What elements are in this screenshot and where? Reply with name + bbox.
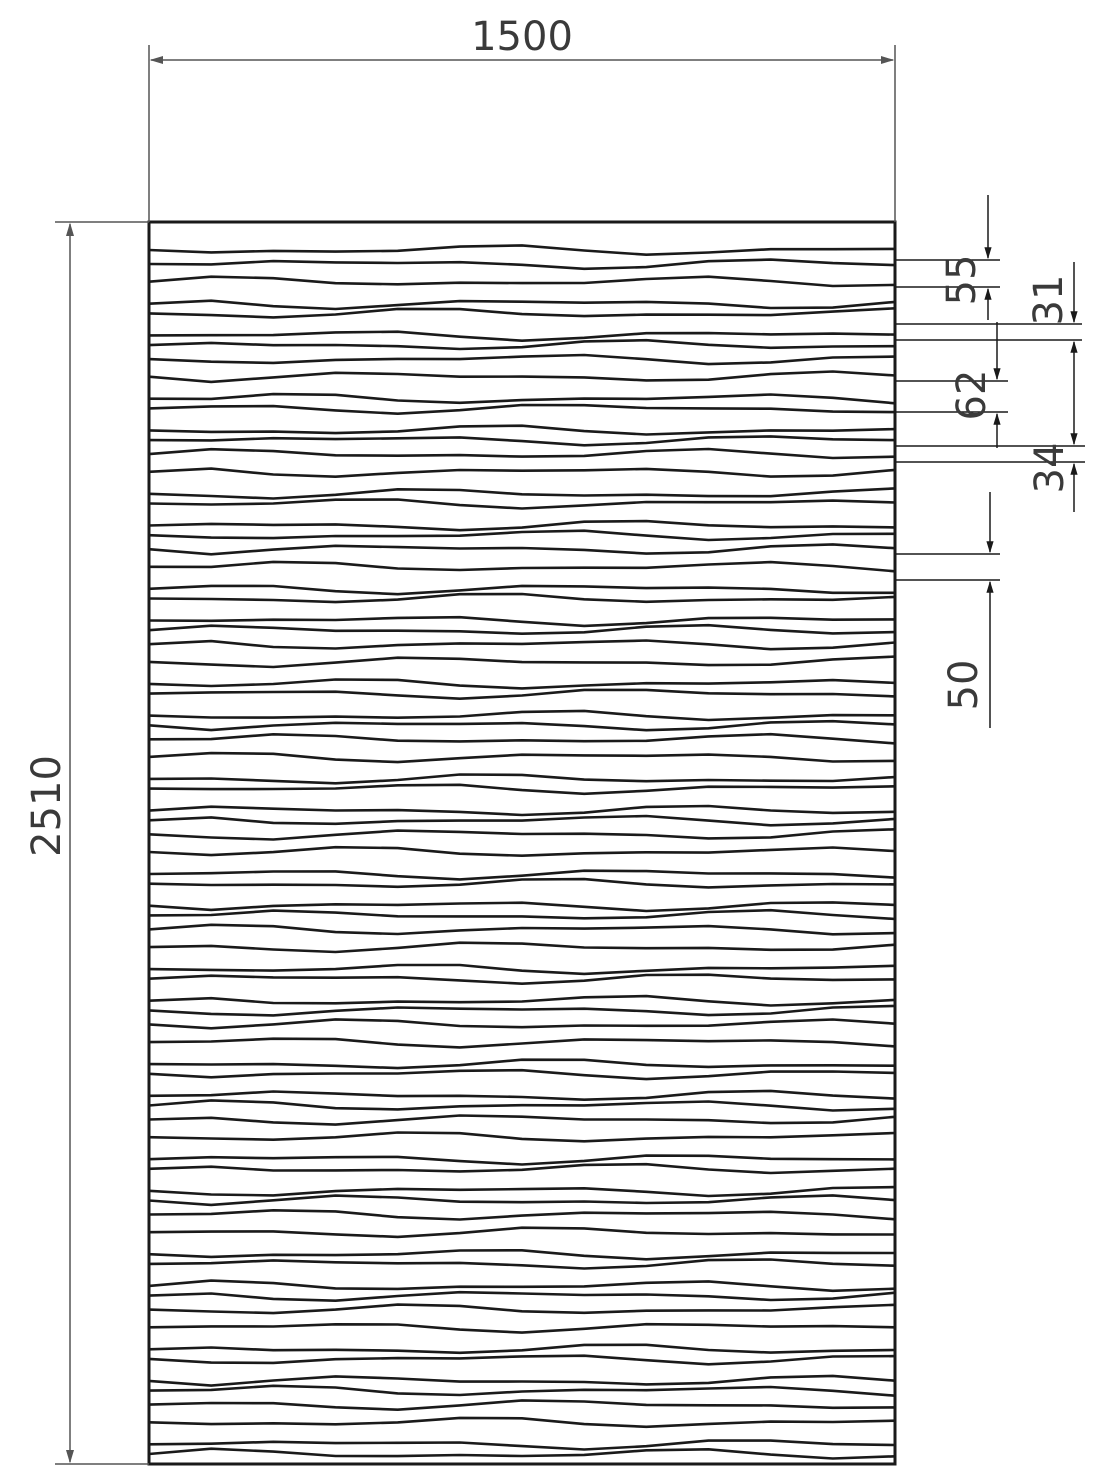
slat-edge-line — [148, 447, 896, 460]
slat-edge-line — [148, 773, 896, 785]
slat-edge-line — [148, 639, 896, 651]
slat-edge-line — [148, 244, 896, 256]
slat-edge-line — [148, 1279, 896, 1293]
slat-edge-line — [148, 1226, 896, 1239]
slat-edge-line — [148, 330, 896, 342]
slat-edge-line — [148, 973, 896, 985]
slat-edge-line — [148, 941, 896, 954]
slat-edge-line — [148, 623, 896, 635]
slat-edge-line — [148, 719, 896, 732]
slat-edge-line — [148, 1154, 896, 1166]
slat-edge-line — [148, 519, 896, 532]
slat-edge-line — [148, 994, 896, 1007]
dim-50-label: 50 — [941, 660, 987, 711]
slat-edge-line — [148, 877, 896, 889]
dimension-50: 50 — [895, 492, 1000, 728]
slat-edge-line — [148, 529, 896, 542]
dimension-62: 62 — [895, 322, 1008, 448]
slat-edge-line — [148, 307, 896, 319]
slat-edge-line — [148, 901, 896, 913]
slat-edge-line — [148, 804, 896, 817]
panel-outline — [147, 220, 897, 1466]
slat-edge-line — [148, 487, 896, 500]
slat-edge-line — [148, 370, 896, 384]
slat-edge-line — [148, 709, 896, 722]
slat-edge-line — [148, 1131, 896, 1143]
slat-edge-line — [148, 1354, 896, 1366]
slat-edge-line — [148, 1399, 896, 1411]
dim-34-label: 34 — [1027, 443, 1073, 494]
slat-edge-line — [148, 258, 896, 271]
slat-edge-line — [148, 1058, 896, 1070]
slat-edge-line — [148, 963, 896, 976]
slat-edge-line — [148, 814, 896, 827]
slat-edge-line — [148, 783, 896, 796]
slat-edge-line — [148, 1018, 896, 1030]
slat-edge-line — [148, 1209, 896, 1221]
dim-31-label: 31 — [1026, 275, 1072, 326]
slat-edge-line — [148, 869, 896, 881]
dim-62-label: 62 — [949, 370, 995, 421]
slat-edge-line — [148, 1004, 896, 1017]
height-dimension-label: 2510 — [24, 755, 70, 857]
slat-edge-line — [148, 1439, 896, 1451]
slat-edge-line — [148, 275, 896, 288]
dimension-55: 55 — [895, 195, 1000, 320]
slat-edge-line — [148, 655, 896, 669]
slat-edge-line — [148, 678, 896, 690]
dimension-34: 34 — [895, 400, 1085, 512]
slat-edge-line — [148, 1114, 896, 1126]
slat-edge-line — [148, 392, 896, 405]
width-dimension: 1500 — [148, 14, 896, 222]
slat-edge-line — [148, 592, 896, 604]
slat-edge-line — [148, 1249, 896, 1261]
slat-edge-line — [148, 751, 896, 764]
height-dimension: 2510 — [24, 221, 149, 1465]
slat-edge-line — [148, 1343, 896, 1355]
slat-lines — [148, 244, 896, 1460]
slat-edge-line — [148, 908, 896, 921]
slat-edge-line — [148, 498, 896, 510]
slat-edge-line — [148, 1290, 896, 1302]
slat-edge-line — [148, 584, 895, 596]
slat-edge-line — [148, 1185, 896, 1198]
slat-edge-line — [148, 1068, 896, 1081]
dim-55-label: 55 — [939, 255, 985, 306]
slat-edge-line — [148, 1374, 896, 1387]
slat-edge-line — [148, 1416, 896, 1429]
slat-edge-line — [148, 424, 896, 436]
slat-edge-line — [148, 615, 896, 628]
slat-edge-line — [148, 353, 896, 366]
slat-edge-line — [148, 1447, 896, 1460]
slat-edge-line — [148, 923, 896, 936]
slat-edge-line — [148, 403, 896, 415]
slat-edge-line — [148, 1162, 896, 1175]
slat-edge-line — [148, 688, 896, 700]
dimension-31: 31 — [895, 262, 1082, 400]
width-dimension-label: 1500 — [471, 14, 573, 60]
slat-edge-line — [148, 732, 896, 745]
slat-edge-line — [148, 845, 896, 857]
slat-edge-line — [148, 1037, 896, 1049]
slat-edge-line — [148, 560, 896, 573]
slat-edge-line — [148, 828, 896, 841]
slat-edge-line — [148, 299, 896, 311]
slat-edge-line — [148, 1322, 896, 1334]
slat-edge-line — [148, 1099, 896, 1112]
slat-edge-line — [148, 1089, 896, 1101]
slat-edge-line — [148, 467, 896, 478]
slat-edge-line — [148, 1303, 896, 1315]
slat-edge-line — [148, 1194, 896, 1207]
slat-edge-line — [148, 338, 896, 351]
slat-edge-line — [148, 435, 896, 447]
slat-edge-line — [148, 1258, 896, 1270]
slat-edge-line — [148, 1384, 896, 1397]
slat-edge-line — [148, 543, 896, 556]
